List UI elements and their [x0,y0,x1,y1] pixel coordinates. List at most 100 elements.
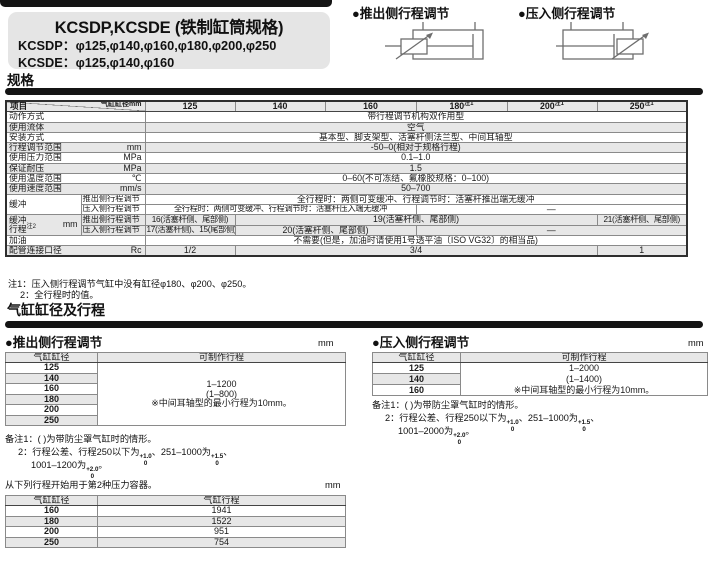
cell: 1 [596,245,688,257]
spec-section-heading: 规格 [7,73,34,88]
cell: 全行程时：两侧可变缓冲、行程调节时：活塞杆推出端无缓冲 [144,193,688,205]
push-out-cylinder-diagram [385,22,484,60]
row-label: 使用速度范围 mm/s [5,183,146,195]
table-row: 160 1941 [5,505,346,517]
cell: 不需要(但是，加油时请使用1号透平油〔ISO VG32〕的相当品) [144,234,688,247]
row-label: 缓冲 [5,193,82,216]
spec-row-lube: 加油 不需要(但是，加油时请使用1号透平油〔ISO VG32〕的相当品) [5,234,688,247]
row-label: 动作方式 [5,111,146,123]
bore-cell: 180 [5,393,98,406]
cell: 16(活塞杆侧、尾部侧) [144,214,236,226]
row-label: 安装方式 [5,131,146,144]
col-header-160: 160 [324,100,417,113]
sub-label: 压入侧行程调节 [80,224,146,236]
spec-row-adjust-range: 行程调节范围 mm -50–0(相对于规格行程) [5,142,688,154]
tolerance-value: +1.5 0 [211,453,224,467]
table-row: 180 1522 [5,515,346,528]
cell: 50–700 [144,183,688,195]
col-header-bore: 气缸缸径 [5,351,98,364]
push-in-note-2-line1: 2：行程公差、行程250以下为 +1.0 0 、251–1000为 +1.5 0、 [385,413,600,433]
row-label: 加油 [5,234,146,247]
unit-label: mm [318,338,334,348]
unit-label: mm [688,338,704,348]
col-header-125: 125 [144,100,236,113]
stroke-range-cell: 1–2000 (1–1400) ※中间耳轴型的最小行程为10mm。 [460,362,708,397]
spec-row-port: 配管连接口径 Rc 1/2 3/4 1 [5,245,688,257]
push-in-note-2-line2: 1001–2000为 +2.0 0。 [398,426,475,446]
push-in-stroke-table: 气缸缸径 可制作行程 125 1–2000 (1–1400) ※中间耳轴型的最小… [372,351,708,397]
cell: 3/4 [234,245,598,257]
corner-cell: 项目 气缸缸径mm [5,100,146,113]
spec-row-cushion-out: 缓冲 推出侧行程调节 全行程时：两侧可变缓冲、行程调节时：活塞杆推出端无缓冲 [5,193,688,216]
push-out-note-2-line1: 2：行程公差、行程250以下为 +1.0 0 、251–1000为 +1.5 0、 [18,447,233,467]
cell-dash: — [415,224,688,236]
col-header-180: 180注1 [415,100,508,113]
row-label: 使用温度范围 ℃ [5,173,146,185]
corner-item-label: 项目 [10,101,28,112]
spec-note-2: 2：全行程时的值。 [20,290,99,300]
bore-cell: 140 [372,373,461,386]
bore-cell: 250 [5,414,98,427]
cell: 1/2 [144,245,236,257]
bore-cell: 160 [5,383,98,395]
spec-row-cushion-stroke-in: 压入侧行程调节 17(活塞杆侧)、15(尾部侧) 20(活塞杆侧、尾部侧) — [6,224,688,236]
row-label: 行程调节范围 mm [5,142,146,154]
spec-row-cushion-stroke-out: 缓冲 行程注2 mm 推出侧行程调节 16(活塞杆侧、尾部侧) 19(活塞杆侧、尾部… [5,214,688,236]
cell: 0.1–1.0 [144,152,688,164]
bore-cell: 180 [5,515,98,528]
bore-cell: 125 [5,362,98,374]
col-header-stroke: 可制作行程 [460,351,708,364]
cell: 空气 [144,121,688,133]
spec-row-proof: 保证耐压 MPa 1.5 [5,162,688,175]
unit-label: mm [325,480,341,490]
bore-cell: 160 [5,505,98,517]
cell: 基本型、脚支架型、活塞杆侧法兰型、中间耳轴型 [144,131,688,144]
col-header-140: 140 [234,100,326,113]
spec-row-temp: 使用温度范围 ℃ 0–60(不可冻结、氟橡胶规格：0–100) [5,173,688,185]
col-header-bore: 气缸缸径 [372,351,461,364]
stroke-range-cell: 1–1200 (1–800) ※中间耳轴型的最小行程为10mm。 [97,362,346,427]
spec-note-1: 注1：压入侧行程调节气缸中没有缸径φ180、φ200、φ250。 [8,279,252,289]
cell: 20(活塞杆侧、尾部侧) [234,224,417,236]
cell: 21(活塞杆侧、尾部侧) [596,214,688,226]
sub-label: 压入侧行程调节 [80,203,146,216]
cell: -50–0(相对于规格行程) [144,142,688,154]
table-header-row: 气缸缸径 可制作行程 [5,351,346,364]
section-divider-bar [5,321,703,328]
stroke-cell: 1522 [97,515,346,528]
sub-label: 推出侧行程调节 [80,214,146,226]
stroke-cell: 1941 [97,505,346,517]
table-row: 160 [5,383,346,395]
table-header-row: 气缸缸径 可制作行程 [372,351,708,364]
pressure-vessel-table: 气缸缸径 气缸行程 160 1941 180 1522 200 951 250 … [5,494,346,549]
push-out-note-1: 备注1：( )为带防尘罩气缸时的情形。 [5,434,157,444]
push-in-adjust-label: ●压入侧行程调节 [518,6,616,21]
cell: 全行程时：两侧可变缓冲、行程调节时：活塞杆压入端无缓冲 [144,203,417,216]
cell: 0–60(不可冻结、氟橡胶规格：0–100) [144,173,688,185]
col-header-stroke: 可制作行程 [97,351,346,364]
bore-cell: 160 [372,384,461,397]
bore-cell: 200 [5,404,98,416]
spec-header-row: 项目 气缸缸径mm 125 140 160 180注1 200注1 250注1 [5,100,688,113]
bore-cell: 140 [5,372,98,385]
row-label: 缓冲 行程注2 mm [5,214,82,236]
col-header-200: 200注1 [506,100,598,113]
spec-row-speed: 使用速度范围 mm/s 50–700 [5,183,688,195]
pressure-vessel-intro: 从下列行程开始用于第2种压力容器。 [5,480,158,490]
spec-row-pressure: 使用压力范围 MPa 0.1–1.0 [5,152,688,164]
cell-dash: — [415,203,688,216]
page-title: KCSDP,KCSDE (铁制缸筒规格) [54,19,284,37]
push-out-stroke-table: 气缸缸径 可制作行程 125 1–1200 (1–800) ※中间耳轴型的最小行… [5,351,346,427]
row-label: 保证耐压 MPa [5,162,146,175]
table-row: 200 [5,404,346,416]
tolerance-value: +1.0 0 [506,419,519,433]
top-tab-bar [0,0,332,7]
col-header-bore: 气缸缸径 [5,494,98,507]
table-row: 200 951 [5,526,346,538]
table-row: 125 1–2000 (1–1400) ※中间耳轴型的最小行程为10mm。 [372,362,708,397]
row-label: 使用压力范围 MPa [5,152,146,164]
sub-label: 推出侧行程调节 [80,193,146,205]
spec-row-mount: 安装方式 基本型、脚支架型、活塞杆侧法兰型、中间耳轴型 [5,131,688,144]
table-header-row: 气缸缸径 气缸行程 [5,494,346,507]
